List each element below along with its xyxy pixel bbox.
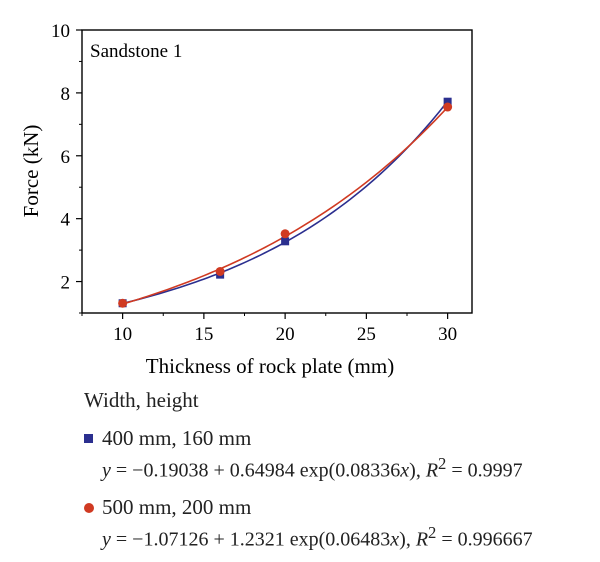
y-tick-label: 6 <box>61 147 71 168</box>
y-tick-label: 4 <box>61 210 71 231</box>
legend-entry-series-1: 400 mm, 160 mm y = −0.19038 + 0.64984 ex… <box>84 425 594 484</box>
fit-equation: y = −0.19038 + 0.64984 exp(0.08336x), R2… <box>84 451 594 484</box>
eq-r2-label: R <box>415 528 429 551</box>
eq-close: ), <box>399 528 416 551</box>
data-points <box>118 97 453 308</box>
eq-var: x <box>390 528 400 551</box>
eq-close: ), <box>409 459 426 482</box>
chart-svg: 10 15 20 25 30 2 4 6 8 10 Sandstone 1 Thickness … <box>19 21 473 378</box>
data-point-series-1 <box>443 97 452 106</box>
data-point-series-2 <box>118 298 128 308</box>
data-point-series-2 <box>215 266 225 276</box>
legend: Width, height 400 mm, 160 mm y = −0.1903… <box>84 388 594 562</box>
y-tick-label: 8 <box>61 84 71 105</box>
square-marker-icon <box>84 434 93 443</box>
x-tick-label: 30 <box>438 324 457 345</box>
plot-annotation: Sandstone 1 <box>90 41 182 62</box>
y-axis-label: Force (kN) <box>19 125 43 218</box>
fit-curve-series-2 <box>122 106 449 305</box>
legend-label: 500 mm, 200 mm <box>102 494 252 519</box>
eq-r2-sup: 2 <box>428 522 437 542</box>
y-tick-label: 10 <box>51 21 70 42</box>
eq-lhs: y <box>102 528 111 551</box>
x-tick-label: 10 <box>113 324 132 345</box>
eq-rhs: = −0.19038 + 0.64984 exp(0.08336 <box>110 459 401 482</box>
fit-curves <box>122 100 449 305</box>
legend-entry-series-2: 500 mm, 200 mm y = −1.07126 + 1.2321 exp… <box>84 494 594 553</box>
x-axis: 10 15 20 25 30 <box>81 313 457 345</box>
fit-equation: y = −1.07126 + 1.2321 exp(0.06483x), R2 … <box>84 520 594 553</box>
data-point-series-1 <box>281 237 290 246</box>
x-tick-label: 15 <box>194 324 213 345</box>
eq-r2-value: = 0.996667 <box>436 528 533 551</box>
y-axis: 2 4 6 8 10 <box>51 21 82 314</box>
x-tick-label: 25 <box>357 324 376 345</box>
x-tick-label: 20 <box>276 324 295 345</box>
eq-r2-value: = 0.9997 <box>446 459 523 482</box>
eq-var: x <box>400 459 410 482</box>
y-tick-label: 2 <box>61 273 71 294</box>
eq-r2-label: R <box>425 459 439 482</box>
legend-label: 400 mm, 160 mm <box>102 426 252 450</box>
legend-title: Width, height <box>84 388 199 412</box>
data-point-series-2 <box>443 102 453 112</box>
fit-curve-series-1 <box>122 100 449 305</box>
eq-r2-sup: 2 <box>438 454 447 473</box>
eq-lhs: y <box>102 459 111 482</box>
x-axis-label: Thickness of rock plate (mm) <box>146 354 394 378</box>
plot-frame <box>81 29 473 314</box>
circle-marker-icon <box>84 502 94 513</box>
data-point-series-2 <box>280 229 290 239</box>
eq-rhs: = −1.07126 + 1.2321 exp(0.06483 <box>110 528 391 551</box>
